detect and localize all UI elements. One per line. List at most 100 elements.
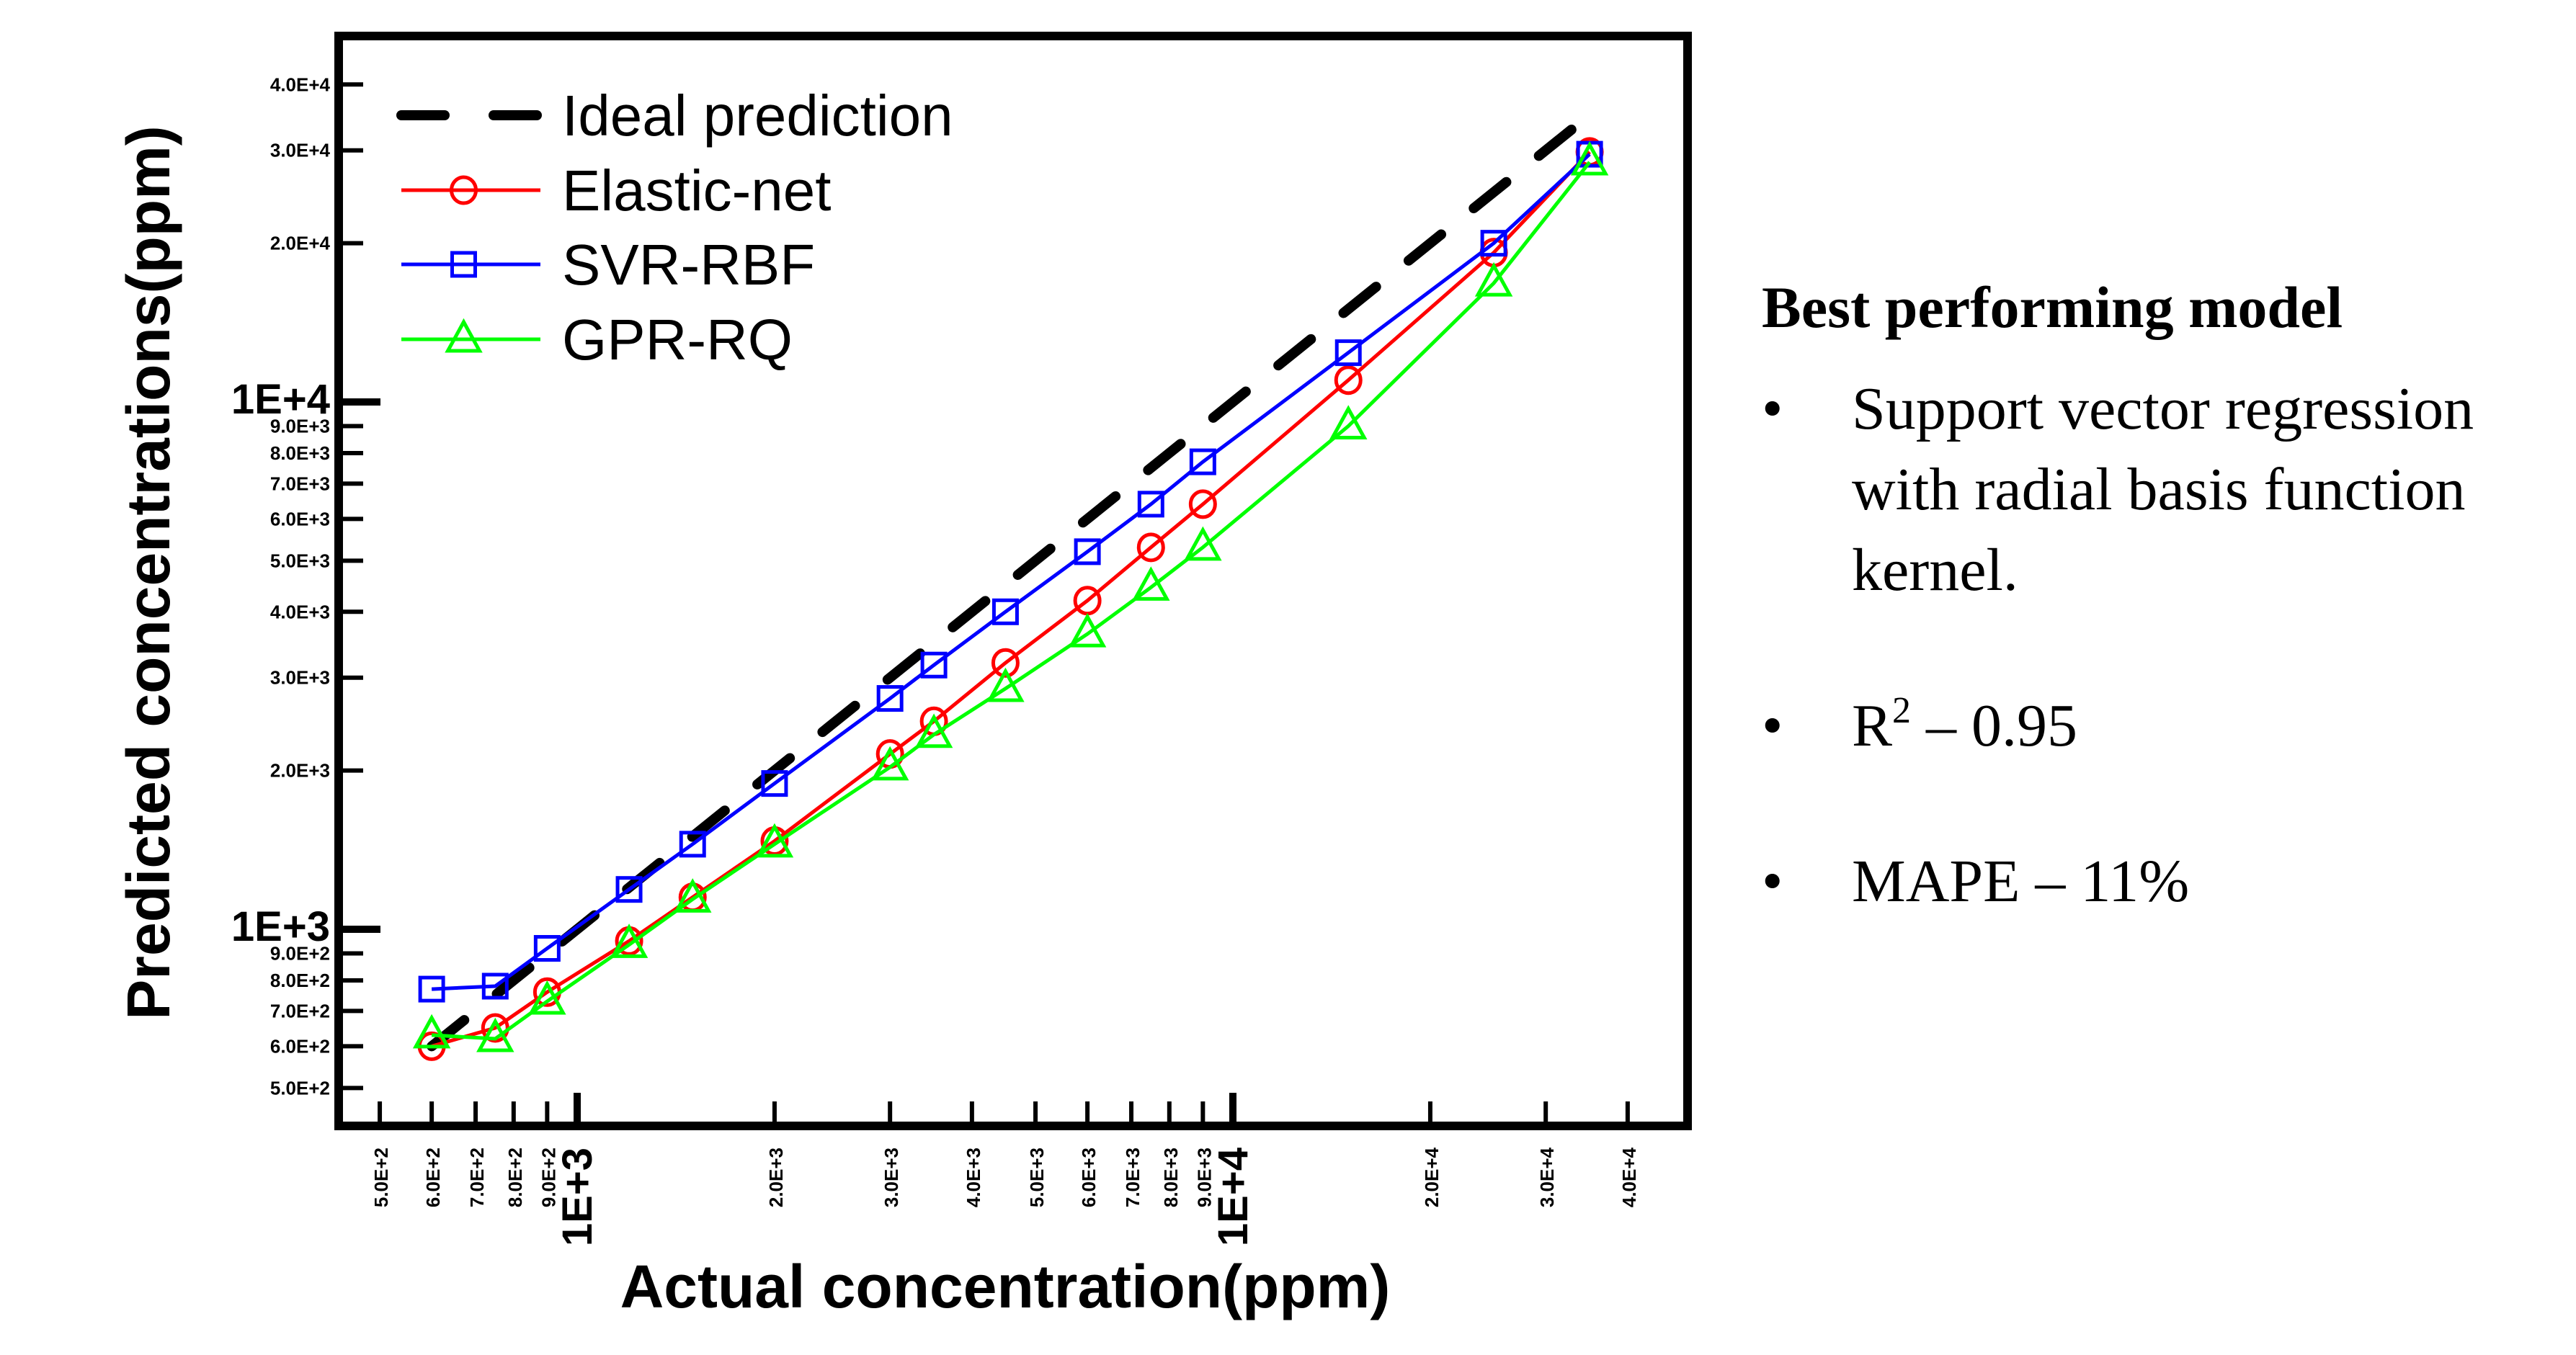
bullet-icon: • <box>1762 375 1783 443</box>
square-marker <box>533 935 561 962</box>
y-tick-label: 7.0E+3 <box>270 473 330 494</box>
summary-panel: Best performing model • Support vector r… <box>1762 274 2569 997</box>
y-tick-label: 8.0E+2 <box>270 970 330 991</box>
list-item-model: • Support vector regression with radial … <box>1762 369 2569 611</box>
y-tick-label: 4.0E+4 <box>270 73 331 95</box>
model-description: Support vector regression with radial ba… <box>1852 375 2474 604</box>
panel-heading: Best performing model <box>1762 274 2343 340</box>
x-tick-label: 5.0E+3 <box>1026 1148 1048 1207</box>
triangle-marker <box>1329 405 1368 439</box>
y-tick-label: 9.0E+2 <box>270 942 330 964</box>
circle-marker <box>450 175 478 205</box>
r2-value: – 0.95 <box>1911 692 2078 760</box>
square-marker <box>1137 491 1164 518</box>
x-tick-label: 8.0E+3 <box>1160 1148 1182 1207</box>
square-marker <box>481 972 509 1000</box>
x-tick-label: 8.0E+2 <box>504 1148 526 1207</box>
triangle-marker <box>1068 612 1107 648</box>
x-tick-label: 1E+4 <box>1210 1148 1257 1246</box>
mape-value: MAPE – 11% <box>1852 848 2190 916</box>
list-item-mape: • MAPE – 11% <box>1762 841 2569 922</box>
legend-item: Ideal prediction <box>396 84 953 148</box>
triangle-marker <box>870 746 909 781</box>
series-line <box>431 151 1591 1048</box>
triangle-marker <box>610 924 649 958</box>
square-marker <box>920 651 948 679</box>
x-axis-title: Actual concentration(ppm) <box>620 1253 1391 1320</box>
y-tick-label: 1E+4 <box>231 376 330 423</box>
triangle-marker <box>755 823 794 858</box>
y-tick-label: 3.0E+3 <box>270 667 330 689</box>
y-tick-label: 5.0E+2 <box>270 1077 330 1099</box>
y-axis-title: Predicted concentrations(ppm) <box>115 125 182 1020</box>
legend-label: Elastic-net <box>562 158 831 223</box>
legend: Ideal prediction Elastic-net SVR-RBF GPR-RQ <box>396 84 953 372</box>
series-gpr-rq <box>412 140 1609 1052</box>
y-axis-ticks: 5.0E+2 6.0E+2 7.0E+2 8.0E+2 9.0E+21E+3 2.0E+3… <box>231 73 380 1099</box>
circle-marker <box>991 648 1020 678</box>
square-marker <box>418 975 445 1003</box>
circle-marker <box>1334 365 1363 395</box>
y-tick-label: 3.0E+4 <box>270 140 331 161</box>
square-marker <box>1480 230 1507 257</box>
series-layer <box>412 107 1609 1061</box>
series-svr-rbf <box>418 140 1603 1003</box>
x-tick-label: 2.0E+3 <box>765 1148 787 1207</box>
square-marker <box>450 251 477 278</box>
y-tick-label: 4.0E+3 <box>270 601 330 622</box>
legend-label: GPR-RQ <box>562 308 793 372</box>
legend-item: SVR-RBF <box>401 233 815 297</box>
square-marker <box>991 598 1019 625</box>
triangle-marker <box>476 1017 514 1052</box>
x-tick-label: 9.0E+2 <box>538 1148 559 1207</box>
square-marker <box>615 876 643 903</box>
x-tick-label: 7.0E+3 <box>1122 1148 1144 1207</box>
x-tick-label: 2.0E+4 <box>1421 1147 1443 1207</box>
triangle-marker <box>1132 566 1170 601</box>
triangle-marker <box>412 1014 451 1049</box>
square-marker <box>876 685 904 712</box>
r2-superscript: 2 <box>1892 690 1912 732</box>
y-tick-label: 7.0E+2 <box>270 1000 330 1021</box>
triangle-marker <box>674 878 712 913</box>
y-tick-label: 8.0E+3 <box>270 442 330 464</box>
circle-marker <box>1188 489 1217 519</box>
x-tick-label: 3.0E+4 <box>1536 1147 1558 1207</box>
square-marker <box>1334 339 1362 367</box>
square-marker <box>679 831 706 858</box>
x-tick-label: 6.0E+2 <box>422 1148 444 1207</box>
legend-label: Ideal prediction <box>562 84 953 148</box>
triangle-marker <box>445 318 483 353</box>
x-tick-label: 1E+3 <box>554 1148 601 1246</box>
triangle-marker <box>986 667 1025 702</box>
y-tick-label: 9.0E+3 <box>270 415 330 437</box>
triangle-marker <box>914 713 953 748</box>
triangle-marker <box>528 980 566 1015</box>
x-axis-ticks: 5.0E+2 6.0E+2 7.0E+2 8.0E+2 9.0E+21E+3 2.0E+3… <box>370 1093 1640 1246</box>
x-tick-label: 9.0E+3 <box>1193 1148 1215 1207</box>
y-tick-label: 6.0E+3 <box>270 508 330 529</box>
y-tick-label: 2.0E+4 <box>270 233 331 254</box>
square-marker <box>1189 448 1216 475</box>
circle-marker <box>1136 532 1165 563</box>
x-tick-label: 5.0E+2 <box>370 1148 392 1207</box>
list-item-r2: • R2 – 0.95 <box>1762 686 2569 766</box>
legend-item: GPR-RQ <box>401 308 793 372</box>
summary-list: • Support vector regression with radial … <box>1762 369 2569 922</box>
x-tick-label: 4.0E+4 <box>1618 1147 1640 1207</box>
y-tick-label: 6.0E+2 <box>270 1035 330 1057</box>
x-tick-label: 4.0E+3 <box>963 1148 984 1207</box>
x-tick-label: 6.0E+3 <box>1078 1148 1100 1207</box>
x-tick-label: 3.0E+3 <box>881 1148 902 1207</box>
legend-label: SVR-RBF <box>562 233 815 297</box>
series-line <box>431 161 1592 1041</box>
square-marker <box>1074 538 1101 565</box>
r2-label: R <box>1852 692 1893 760</box>
bullet-icon: • <box>1762 692 1783 760</box>
y-tick-label: 1E+3 <box>231 903 330 950</box>
triangle-marker <box>1570 140 1609 176</box>
triangle-marker <box>1184 526 1222 561</box>
y-tick-label: 5.0E+3 <box>270 550 330 571</box>
triangle-marker <box>1474 261 1513 297</box>
